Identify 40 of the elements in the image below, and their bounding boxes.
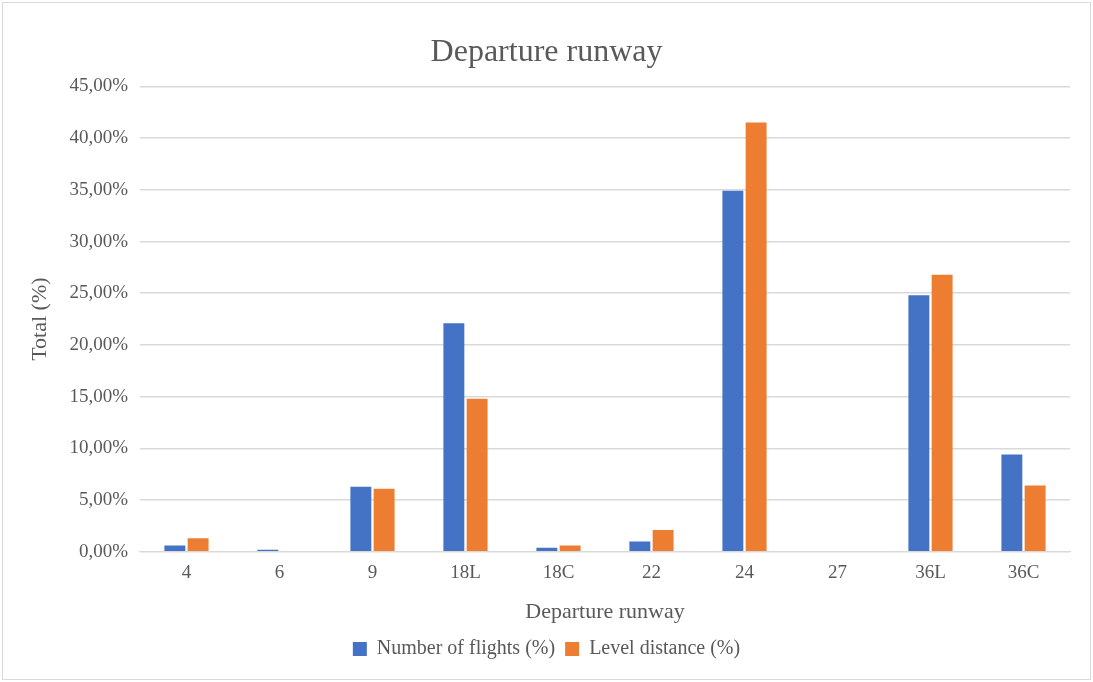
y-axis-title: Total (%) [25,277,51,361]
bar [164,545,186,552]
bar [559,545,581,552]
bar [373,488,395,552]
x-tick-label: 4 [181,561,192,583]
x-tick-label: 6 [274,561,285,583]
bar [722,190,744,552]
y-tick-label: 0,00% [78,539,129,561]
x-tick-label: 36L [915,561,946,583]
y-tick-label: 30,00% [69,229,129,251]
chart-title: Departure runway [430,31,663,68]
legend-label: Number of flights (%) [376,636,556,660]
y-tick-label: 15,00% [69,384,129,406]
bar [443,323,465,552]
y-tick-label: 25,00% [69,281,129,303]
bar [629,541,651,552]
bar [1001,454,1023,552]
legend-label: Level distance (%) [589,636,741,660]
x-tick-label: 27 [827,561,847,583]
x-tick-label: 36C [1007,561,1040,583]
x-tick-label: 22 [641,561,661,583]
y-tick-label: 40,00% [69,126,129,148]
bar [745,122,767,552]
bar [908,295,930,552]
x-tick-label: 24 [734,561,755,583]
y-tick-label: 5,00% [78,488,129,510]
x-tick-label: 18C [542,561,575,583]
bar [652,530,674,552]
bar [187,538,209,552]
y-tick-label: 20,00% [69,332,129,354]
x-tick-label: 18L [450,561,481,583]
bar [350,486,372,552]
y-tick-label: 10,00% [69,436,129,458]
x-tick-label: 9 [367,561,378,583]
bar [466,398,488,552]
bar [1024,485,1046,552]
x-axis-title: Departure runway [525,597,685,623]
y-tick-label: 35,00% [69,177,129,199]
bar [931,274,953,552]
y-tick-label: 45,00% [69,74,129,96]
